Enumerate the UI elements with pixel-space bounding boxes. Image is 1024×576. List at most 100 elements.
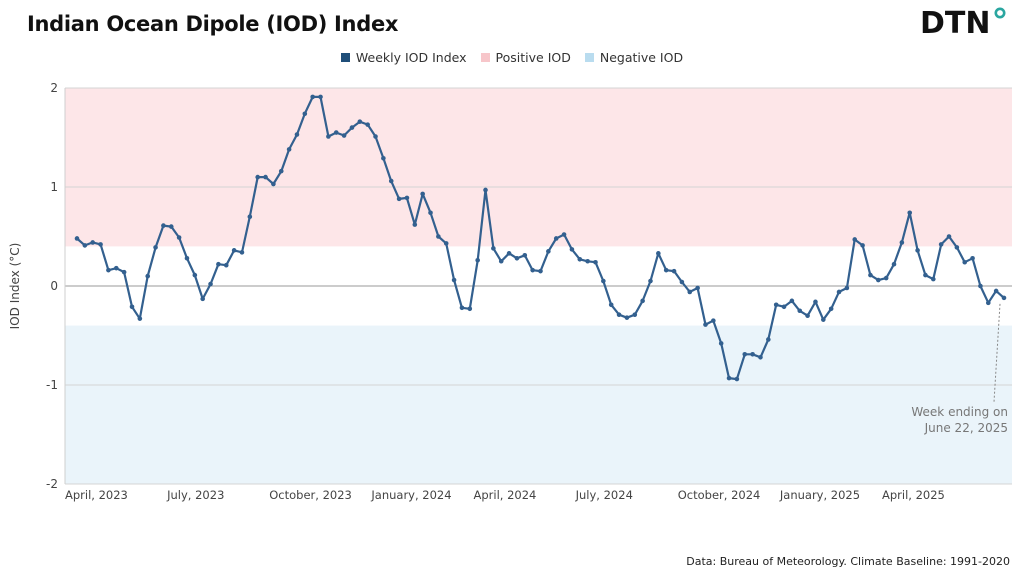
data-point	[145, 273, 151, 279]
x-tick-label: July, 2024	[575, 488, 633, 502]
data-point	[286, 147, 292, 152]
data-point	[734, 376, 740, 382]
data-point	[954, 245, 960, 250]
data-point	[443, 241, 449, 246]
data-point	[357, 119, 363, 124]
data-point	[577, 256, 583, 262]
chart-legend: Weekly IOD Index Positive IOD Negative I…	[0, 50, 1024, 65]
data-point	[561, 232, 567, 237]
data-point	[970, 255, 975, 261]
data-point	[223, 262, 229, 268]
data-point	[318, 94, 323, 100]
legend-label-negative: Negative IOD	[599, 50, 684, 65]
data-point	[883, 275, 889, 281]
legend-item-positive[interactable]: Positive IOD	[480, 50, 571, 65]
data-point	[836, 289, 842, 295]
data-point	[333, 130, 339, 135]
data-point	[1001, 295, 1007, 301]
data-point	[844, 285, 850, 291]
data-point	[113, 265, 119, 271]
data-point	[828, 306, 834, 312]
data-point	[946, 234, 952, 239]
data-point	[703, 322, 708, 327]
data-point	[381, 155, 386, 161]
data-point	[208, 281, 213, 287]
x-axis-ticks: April, 2023 July, 2023 October, 2023 Januar…	[65, 488, 945, 502]
data-point	[168, 224, 174, 229]
x-tick-label: January, 2025	[779, 488, 860, 502]
data-point	[349, 125, 355, 130]
data-point	[82, 243, 88, 248]
legend-swatch-positive	[480, 53, 490, 62]
data-point	[553, 236, 559, 241]
x-tick-label: April, 2023	[65, 488, 128, 502]
annotation-text-line: June 22, 2025	[924, 421, 1008, 435]
data-point	[671, 268, 677, 274]
data-point	[608, 302, 614, 308]
data-point	[294, 132, 300, 137]
data-point	[695, 285, 700, 291]
y-axis-label: IOD Index (°C)	[8, 243, 22, 330]
data-point	[451, 277, 457, 283]
data-point	[601, 278, 606, 284]
data-point	[412, 222, 418, 227]
data-point	[200, 296, 205, 302]
x-tick-label: January, 2024	[370, 488, 451, 502]
data-point	[852, 237, 858, 242]
data-point	[750, 352, 755, 357]
legend-swatch-weekly	[340, 53, 350, 62]
data-point	[962, 259, 968, 265]
data-point	[98, 242, 103, 247]
data-point	[978, 283, 983, 289]
data-point	[616, 312, 622, 318]
data-point	[388, 178, 394, 184]
data-point	[192, 272, 198, 278]
legend-swatch-negative	[584, 53, 594, 62]
data-point	[498, 258, 504, 264]
data-point	[593, 259, 598, 265]
data-point	[860, 243, 865, 248]
legend-item-negative[interactable]: Negative IOD	[584, 50, 684, 65]
data-point	[711, 318, 716, 323]
data-point	[365, 122, 370, 127]
data-point	[766, 337, 771, 342]
data-point	[569, 247, 575, 252]
y-axis-ticks: 2 1 0 -1 -2	[46, 81, 58, 491]
data-point	[742, 352, 748, 357]
legend-item-weekly[interactable]: Weekly IOD Index	[340, 50, 467, 65]
data-point	[506, 251, 512, 256]
gridlines	[64, 87, 1012, 485]
data-point	[184, 255, 190, 261]
data-point	[985, 300, 991, 306]
x-tick-label: April, 2024	[474, 488, 537, 502]
data-source-note: Data: Bureau of Meteorology. Climate Bas…	[686, 555, 1010, 568]
data-point	[302, 111, 308, 117]
data-point	[789, 298, 795, 304]
data-point	[938, 242, 944, 247]
data-point	[310, 94, 315, 100]
data-point	[341, 133, 347, 138]
data-point	[420, 191, 425, 197]
data-point	[726, 375, 732, 381]
data-point	[459, 305, 465, 311]
data-point	[758, 354, 763, 360]
data-point	[656, 251, 661, 256]
data-point	[278, 168, 284, 174]
data-point	[648, 278, 653, 284]
data-point	[271, 181, 276, 187]
data-point	[121, 269, 127, 275]
data-point	[90, 240, 96, 245]
data-point	[679, 279, 685, 285]
threshold-bands	[65, 88, 1012, 484]
data-point	[907, 210, 913, 216]
data-point	[396, 196, 402, 202]
data-point	[876, 277, 881, 283]
data-point	[326, 134, 331, 139]
y-tick-label: 0	[50, 279, 58, 293]
data-point	[632, 312, 638, 318]
data-point	[475, 257, 480, 263]
data-point	[161, 223, 166, 228]
data-point	[74, 236, 80, 241]
data-point	[663, 267, 669, 273]
